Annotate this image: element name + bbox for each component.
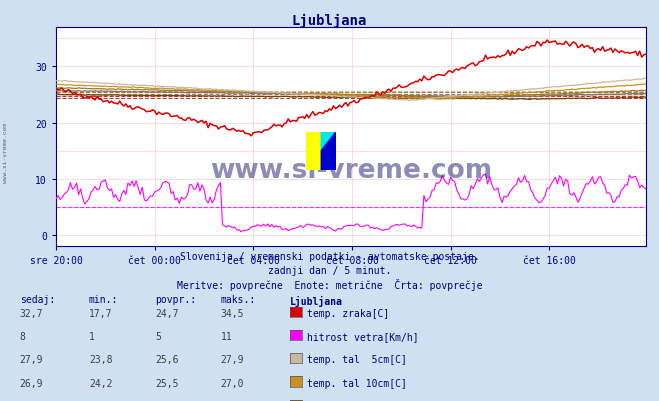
Text: 32,7: 32,7	[20, 308, 43, 318]
Text: sedaj:: sedaj:	[20, 295, 55, 305]
Polygon shape	[322, 132, 336, 152]
Text: 5: 5	[155, 331, 161, 341]
Text: 8: 8	[20, 331, 26, 341]
Text: 27,0: 27,0	[221, 378, 244, 388]
Text: min.:: min.:	[89, 295, 119, 305]
Text: 24,2: 24,2	[89, 378, 113, 388]
Text: 34,5: 34,5	[221, 308, 244, 318]
Text: temp. zraka[C]: temp. zraka[C]	[307, 308, 389, 318]
Text: www.si-vreme.com: www.si-vreme.com	[3, 122, 8, 182]
Text: povpr.:: povpr.:	[155, 295, 196, 305]
Text: 25,5: 25,5	[155, 378, 179, 388]
Text: 27,9: 27,9	[221, 354, 244, 365]
Text: www.si-vreme.com: www.si-vreme.com	[210, 157, 492, 183]
Text: hitrost vetra[Km/h]: hitrost vetra[Km/h]	[307, 331, 418, 341]
Text: zadnji dan / 5 minut.: zadnji dan / 5 minut.	[268, 265, 391, 275]
Text: 17,7: 17,7	[89, 308, 113, 318]
Text: 27,9: 27,9	[20, 354, 43, 365]
Text: Ljubljana: Ljubljana	[290, 295, 343, 306]
Polygon shape	[306, 132, 336, 170]
Text: 11: 11	[221, 331, 233, 341]
Text: Slovenija / vremenski podatki - avtomatske postaje.: Slovenija / vremenski podatki - avtomats…	[180, 252, 479, 262]
Text: temp. tal  5cm[C]: temp. tal 5cm[C]	[307, 354, 407, 365]
Text: 24,7: 24,7	[155, 308, 179, 318]
Text: 26,9: 26,9	[20, 378, 43, 388]
Polygon shape	[322, 132, 336, 170]
Text: temp. tal 10cm[C]: temp. tal 10cm[C]	[307, 378, 407, 388]
Text: Meritve: povprečne  Enote: metrične  Črta: povprečje: Meritve: povprečne Enote: metrične Črta:…	[177, 279, 482, 291]
Text: Ljubljana: Ljubljana	[292, 14, 367, 28]
Text: 23,8: 23,8	[89, 354, 113, 365]
Text: 25,6: 25,6	[155, 354, 179, 365]
Text: maks.:: maks.:	[221, 295, 256, 305]
Text: 1: 1	[89, 331, 95, 341]
